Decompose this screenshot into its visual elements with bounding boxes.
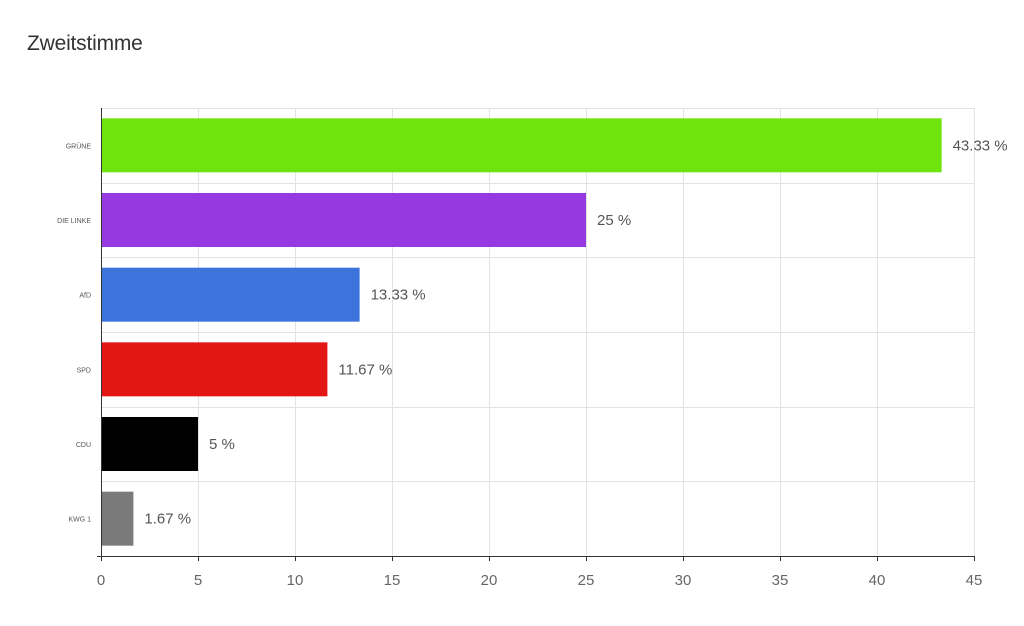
grid-lines	[101, 108, 975, 557]
value-label-0: 43.33 %	[953, 137, 1008, 154]
category-label-3: SPD	[77, 367, 91, 374]
bar-5	[101, 491, 134, 546]
category-label-4: CDU	[76, 442, 91, 449]
x-tick-label-2: 10	[287, 572, 304, 589]
x-tick-label-0: 0	[97, 572, 105, 589]
value-label-4: 5 %	[209, 436, 235, 453]
category-label-2: AfD	[79, 293, 91, 300]
value-label-3: 11.67 %	[338, 361, 392, 378]
x-tick-label-4: 20	[481, 572, 498, 589]
bar-2	[101, 267, 360, 322]
category-label-0: GRÜNE	[66, 142, 92, 150]
x-tick-label-1: 5	[194, 572, 202, 589]
bar-1	[101, 193, 586, 247]
x-tick-label-7: 35	[772, 572, 789, 589]
bar-3	[101, 342, 328, 397]
bar-0	[101, 118, 942, 173]
labels: GRÜNE 43.33 % DIE LINKE 25 % AfD 13.33 % SPD 11…	[57, 137, 1008, 589]
x-tick-label-8: 40	[869, 572, 886, 589]
bars	[101, 118, 942, 546]
value-label-1: 25 %	[597, 212, 631, 229]
x-tick-label-3: 15	[384, 572, 401, 589]
category-label-1: DIE LINKE	[57, 218, 91, 225]
x-tick-label-9: 45	[966, 572, 983, 589]
chart-title: Zweitstimme	[27, 32, 143, 55]
category-label-5: KWG 1	[68, 517, 91, 524]
bar-4	[101, 417, 198, 471]
x-tick-label-6: 30	[675, 572, 692, 589]
x-tick-label-5: 25	[578, 572, 595, 589]
value-label-2: 13.33 %	[371, 287, 426, 304]
axes	[97, 108, 975, 561]
value-label-5: 1.67 %	[144, 511, 191, 528]
